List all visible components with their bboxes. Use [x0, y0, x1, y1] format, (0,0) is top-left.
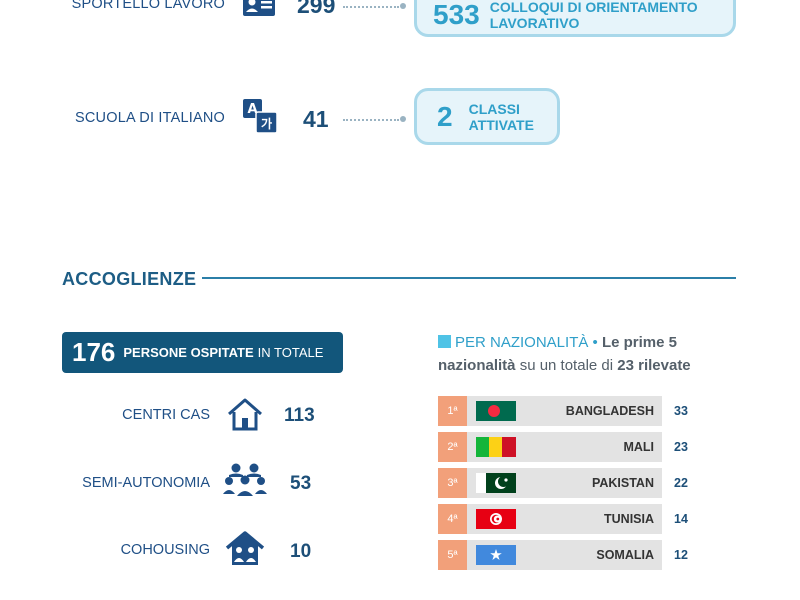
svg-text:가: 가 [261, 116, 272, 131]
country-value: 22 [674, 476, 688, 490]
pill-line-2: ATTIVATE [468, 116, 534, 133]
heading-square-icon [438, 335, 451, 348]
pill-line-1: COLLOQUI DI ORIENTAMENTO [489, 0, 698, 15]
nationality-table: 1ª BANGLADESH 33 2ª MALI 23 3ª PAKISTAN … [438, 396, 714, 570]
rank-cell: 2ª [438, 432, 467, 462]
pill-number: 2 [437, 100, 453, 132]
accoglienza-value-cas: 113 [284, 405, 315, 426]
cohousing-icon [224, 530, 266, 573]
pill-number: 533 [433, 0, 480, 30]
rank-cell: 5ª [438, 540, 467, 570]
heading-mid: su un totale di [519, 357, 614, 374]
flag-cell [467, 504, 525, 534]
table-row: 2ª MALI 23 [438, 432, 714, 462]
connector-dots [343, 6, 399, 8]
total-label-strong: PERSONE OSPITATE [123, 345, 254, 360]
accoglienza-label-cas: CENTRI CAS [122, 407, 210, 423]
heading-blue: PER NAZIONALITÀ • [455, 334, 598, 351]
section-title: ACCOGLIENZE [62, 269, 197, 289]
flag-cell [467, 396, 525, 426]
svg-text:A: A [247, 102, 257, 117]
pill-classi: 2 CLASSI ATTIVATE [414, 88, 560, 145]
rank-cell: 1ª [438, 396, 467, 426]
flag-cell [467, 540, 525, 570]
house-icon [225, 396, 265, 437]
pill-line-2: LAVORATIVO [489, 14, 580, 31]
table-row: 4ª TUNISIA 14 [438, 504, 714, 534]
nationality-heading: PER NAZIONALITÀ • Le prime 5 nazionalità… [438, 331, 738, 377]
total-label-rest: IN TOTALE [257, 345, 324, 360]
flag-cell [467, 432, 525, 462]
accoglienza-label-semi: SEMI-AUTONOMIA [82, 475, 210, 491]
service-value-scuola: 41 [303, 106, 329, 132]
connector-dot-end [400, 116, 406, 122]
pakistan-flag-icon [476, 473, 516, 493]
group-icon [222, 460, 268, 505]
country-name: BANGLADESH [525, 396, 662, 426]
country-name: TUNISIA [525, 504, 662, 534]
somalia-flag-icon [476, 545, 516, 565]
total-number: 176 [72, 337, 116, 367]
pill-line-1: CLASSI [468, 100, 520, 117]
pill-colloqui: 533 COLLOQUI DI ORIENTAMENTO LAVORATIVO [414, 0, 736, 37]
flag-cell [467, 468, 525, 498]
accoglienza-label-cohousing: COHOUSING [120, 542, 210, 558]
translate-icon: A 가 [242, 98, 278, 139]
accoglienza-value-cohousing: 10 [290, 541, 312, 562]
table-row: 1ª BANGLADESH 33 [438, 396, 714, 426]
country-name: MALI [525, 432, 662, 462]
pill-text: CLASSI ATTIVATE [469, 101, 534, 133]
table-row: 3ª PAKISTAN 22 [438, 468, 714, 498]
country-name: PAKISTAN [525, 468, 662, 498]
service-label-sportello: SPORTELLO LAVORO [71, 0, 225, 12]
country-value: 23 [674, 440, 688, 454]
heading-bold-1: Le prime 5 nazionalità [438, 334, 677, 374]
connector-dots [343, 119, 399, 121]
connector-dot-end [400, 3, 406, 9]
country-value: 33 [674, 404, 688, 418]
heading-bold-2: 23 rilevate [617, 357, 691, 374]
tunisia-flag-icon [476, 509, 516, 529]
service-label-scuola: SCUOLA DI ITALIANO [75, 110, 225, 126]
rank-cell: 3ª [438, 468, 467, 498]
pill-text: COLLOQUI DI ORIENTAMENTO LAVORATIVO [490, 0, 698, 31]
id-card-icon [242, 0, 276, 25]
service-value-sportello: 299 [297, 0, 336, 18]
bangladesh-flag-icon [476, 401, 516, 421]
total-guests-box: 176 PERSONE OSPITATE IN TOTALE [62, 332, 343, 373]
section-divider [202, 277, 736, 279]
mali-flag-icon [476, 437, 516, 457]
accoglienza-value-semi: 53 [290, 473, 312, 494]
table-row: 5ª SOMALIA 12 [438, 540, 714, 570]
rank-cell: 4ª [438, 504, 467, 534]
country-value: 14 [674, 512, 688, 526]
country-value: 12 [674, 548, 688, 562]
country-name: SOMALIA [525, 540, 662, 570]
